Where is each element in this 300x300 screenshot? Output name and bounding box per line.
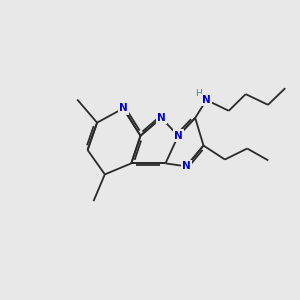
Text: N: N — [182, 161, 190, 171]
Text: N: N — [157, 113, 166, 123]
Text: N: N — [202, 95, 211, 105]
Text: H: H — [195, 89, 202, 98]
Text: N: N — [119, 103, 128, 113]
Text: N: N — [174, 131, 183, 141]
